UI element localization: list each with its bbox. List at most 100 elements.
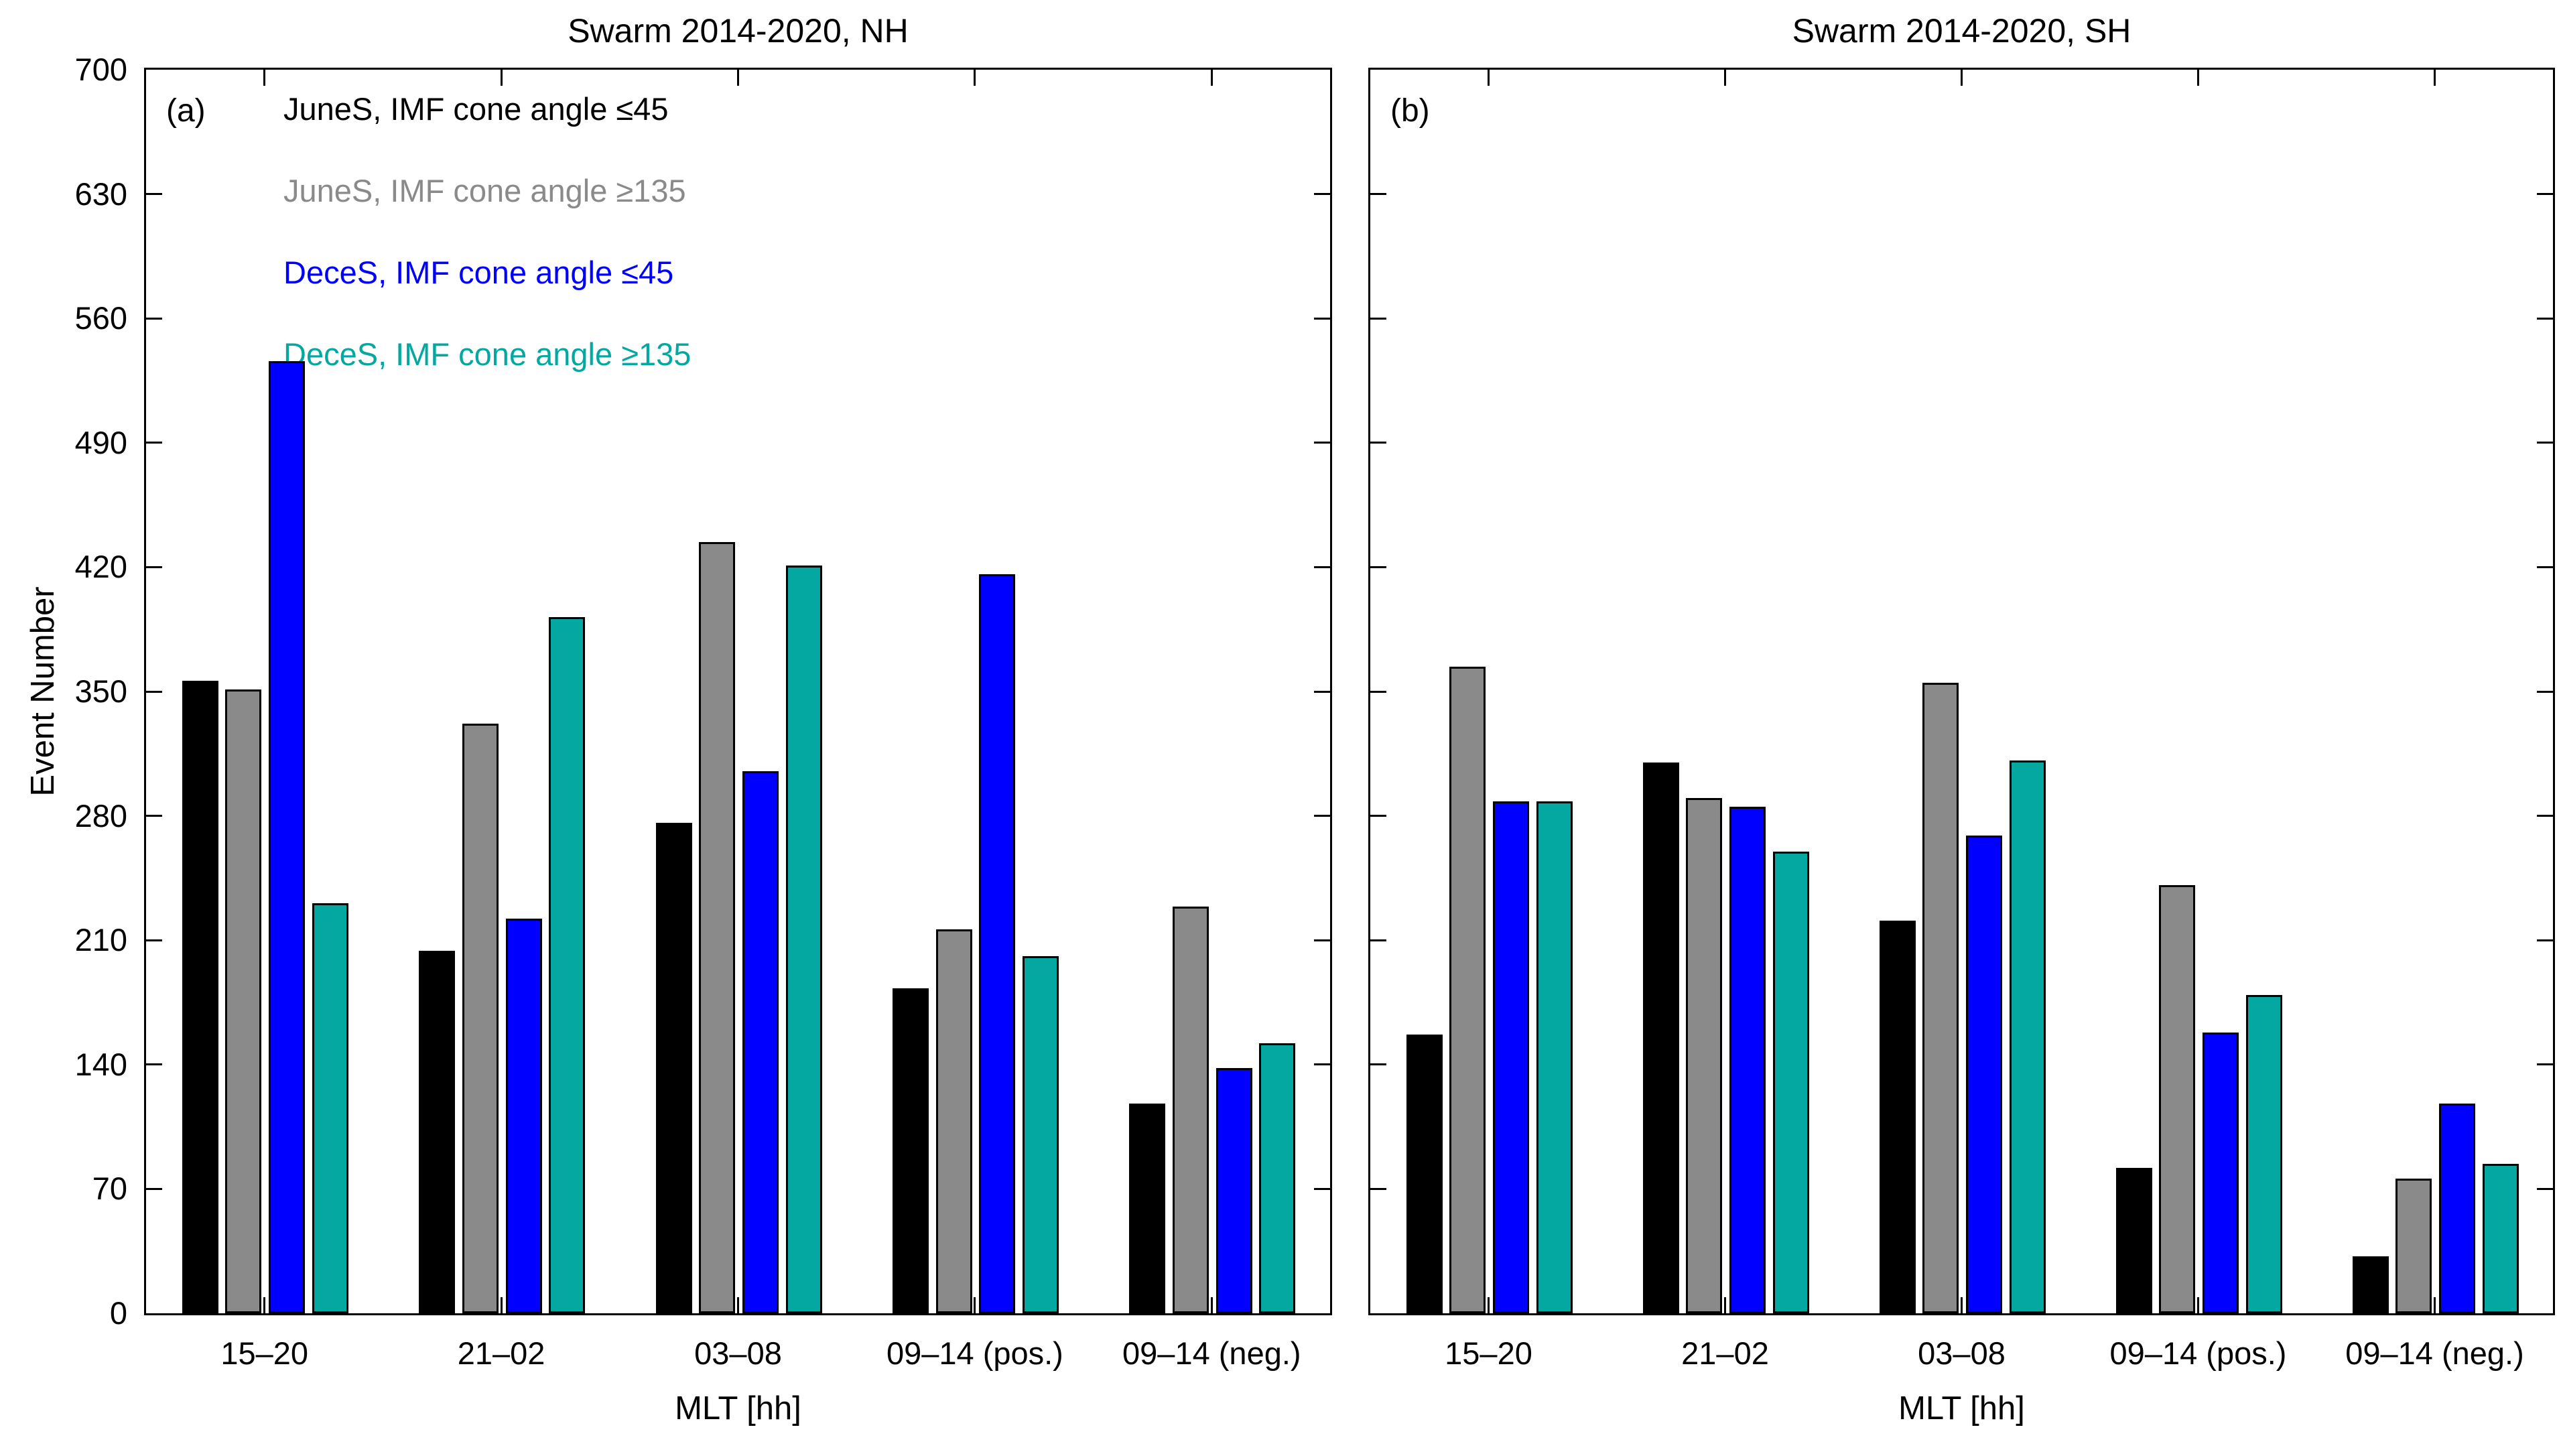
bar-group2-series2: [1686, 798, 1723, 1313]
y-axis-tick: [1314, 939, 1330, 941]
x-tick-label: 21–02: [457, 1335, 545, 1371]
y-axis-tick: [1370, 939, 1386, 941]
y-tick-label: 280: [74, 797, 127, 834]
bar-group1-series2: [225, 689, 262, 1313]
bar-group4-series1: [2115, 1167, 2152, 1313]
x-tick-label: 21–02: [1681, 1335, 1769, 1371]
y-axis-tick: [1370, 193, 1386, 196]
x-axis-tick: [1210, 1297, 1213, 1313]
bar-group4-series3: [2202, 1033, 2239, 1313]
y-axis-tick: [2537, 1063, 2553, 1066]
legend-entry-junes-ge135: JuneS, IMF cone angle ≥135: [283, 173, 686, 208]
legend-entry-deces-ge135: DeceS, IMF cone angle ≥135: [283, 336, 692, 372]
y-axis-tick: [146, 939, 162, 941]
bar-group2-series3: [505, 919, 542, 1313]
x-axis-tick: [974, 1297, 976, 1313]
bar-group3-series1: [655, 823, 692, 1313]
y-axis-tick: [1314, 193, 1330, 196]
panel-a-label: (a): [166, 93, 206, 129]
y-axis-tick: [1370, 442, 1386, 444]
x-axis-tick: [2197, 1297, 2199, 1313]
x-axis-tick: [1724, 70, 1726, 86]
y-axis-tick: [2537, 1187, 2553, 1190]
bar-group4-series4: [1023, 956, 1059, 1313]
y-axis-tick: [1314, 1187, 1330, 1190]
y-tick-label: 420: [74, 549, 127, 585]
bar-group2-series3: [1729, 807, 1766, 1313]
y-axis-tick: [1314, 317, 1330, 320]
x-axis-tick: [737, 70, 739, 86]
panel-b-label: (b): [1390, 93, 1430, 129]
y-axis-tick: [2537, 317, 2553, 320]
y-tick-label: 490: [74, 424, 127, 460]
y-tick-label: 560: [74, 300, 127, 336]
bar-group5-series2: [2395, 1178, 2432, 1313]
y-axis-tick: [2537, 442, 2553, 444]
y-tick-label: 630: [74, 176, 127, 212]
bar-group2-series1: [419, 951, 456, 1313]
y-axis-tick: [2537, 193, 2553, 196]
y-axis-tick: [2537, 939, 2553, 941]
bar-group5-series4: [2482, 1164, 2519, 1313]
y-axis-tick: [146, 1187, 162, 1190]
x-tick-label: 03–08: [694, 1335, 782, 1371]
x-axis-tick: [737, 1297, 739, 1313]
bar-group5-series4: [1259, 1043, 1296, 1313]
bar-group1-series1: [1406, 1034, 1443, 1313]
x-axis-tick: [263, 70, 266, 86]
bar-group5-series3: [1216, 1068, 1252, 1313]
bar-group3-series2: [699, 542, 736, 1313]
bar-group1-series1: [182, 681, 218, 1313]
y-axis-tick: [1370, 690, 1386, 693]
x-axis-tick: [2197, 70, 2199, 86]
x-tick-label: 15–20: [1445, 1335, 1532, 1371]
legend-entry-deces-le45: DeceS, IMF cone angle ≤45: [283, 255, 674, 290]
bar-group3-series1: [1879, 921, 1916, 1313]
bar-group5-series1: [2352, 1256, 2389, 1313]
y-axis-tick: [2537, 690, 2553, 693]
x-axis-tick: [2434, 1297, 2436, 1313]
bar-group3-series4: [785, 565, 822, 1313]
bar-group3-series3: [742, 771, 779, 1313]
x-axis-tick: [1961, 1297, 1963, 1313]
x-axis-tick: [500, 70, 503, 86]
y-tick-label: 210: [74, 922, 127, 958]
bar-group2-series1: [1642, 763, 1679, 1313]
bar-group4-series1: [892, 988, 929, 1313]
bar-group5-series3: [2438, 1104, 2475, 1313]
y-axis-tick: [1314, 442, 1330, 444]
x-axis-tick: [1488, 70, 1490, 86]
bar-group3-series3: [1965, 835, 2002, 1313]
y-axis-tick: [1314, 815, 1330, 817]
bar-group4-series2: [2159, 885, 2196, 1313]
y-axis-tick: [2537, 566, 2553, 568]
y-axis-tick: [1314, 566, 1330, 568]
y-axis-tick: [1314, 690, 1330, 693]
y-tick-label: 350: [74, 673, 127, 709]
y-axis-tick: [1370, 566, 1386, 568]
x-axis-tick: [1488, 1297, 1490, 1313]
bar-group4-series3: [979, 574, 1016, 1313]
x-axis-tick: [263, 1297, 266, 1313]
y-axis-tick: [146, 690, 162, 693]
bar-group1-series3: [269, 360, 306, 1313]
y-axis-tick: [146, 566, 162, 568]
legend: JuneS, IMF cone angle ≤45 JuneS, IMF con…: [283, 88, 691, 415]
bar-group2-series4: [549, 616, 586, 1313]
y-axis-tick: [1314, 1063, 1330, 1066]
panel-b-title: Swarm 2014-2020, SH: [1792, 12, 2131, 50]
y-axis-tick: [1370, 815, 1386, 817]
x-axis-tick: [974, 70, 976, 86]
panel-a-title: Swarm 2014-2020, NH: [568, 12, 909, 50]
panel-a-plot-area: (a) JuneS, IMF cone angle ≤45 JuneS, IMF…: [144, 68, 1332, 1315]
y-axis-tick: [146, 815, 162, 817]
x-axis-tick: [1724, 1297, 1726, 1313]
y-axis-tick: [146, 1063, 162, 1066]
x-axis-tick: [2434, 70, 2436, 86]
x-tick-label: 03–08: [1918, 1335, 2006, 1371]
panel-b-plot-area: (b): [1368, 68, 2555, 1315]
y-axis-tick: [146, 193, 162, 196]
y-axis-tick: [1370, 317, 1386, 320]
legend-entry-junes-le45: JuneS, IMF cone angle ≤45: [283, 91, 669, 127]
